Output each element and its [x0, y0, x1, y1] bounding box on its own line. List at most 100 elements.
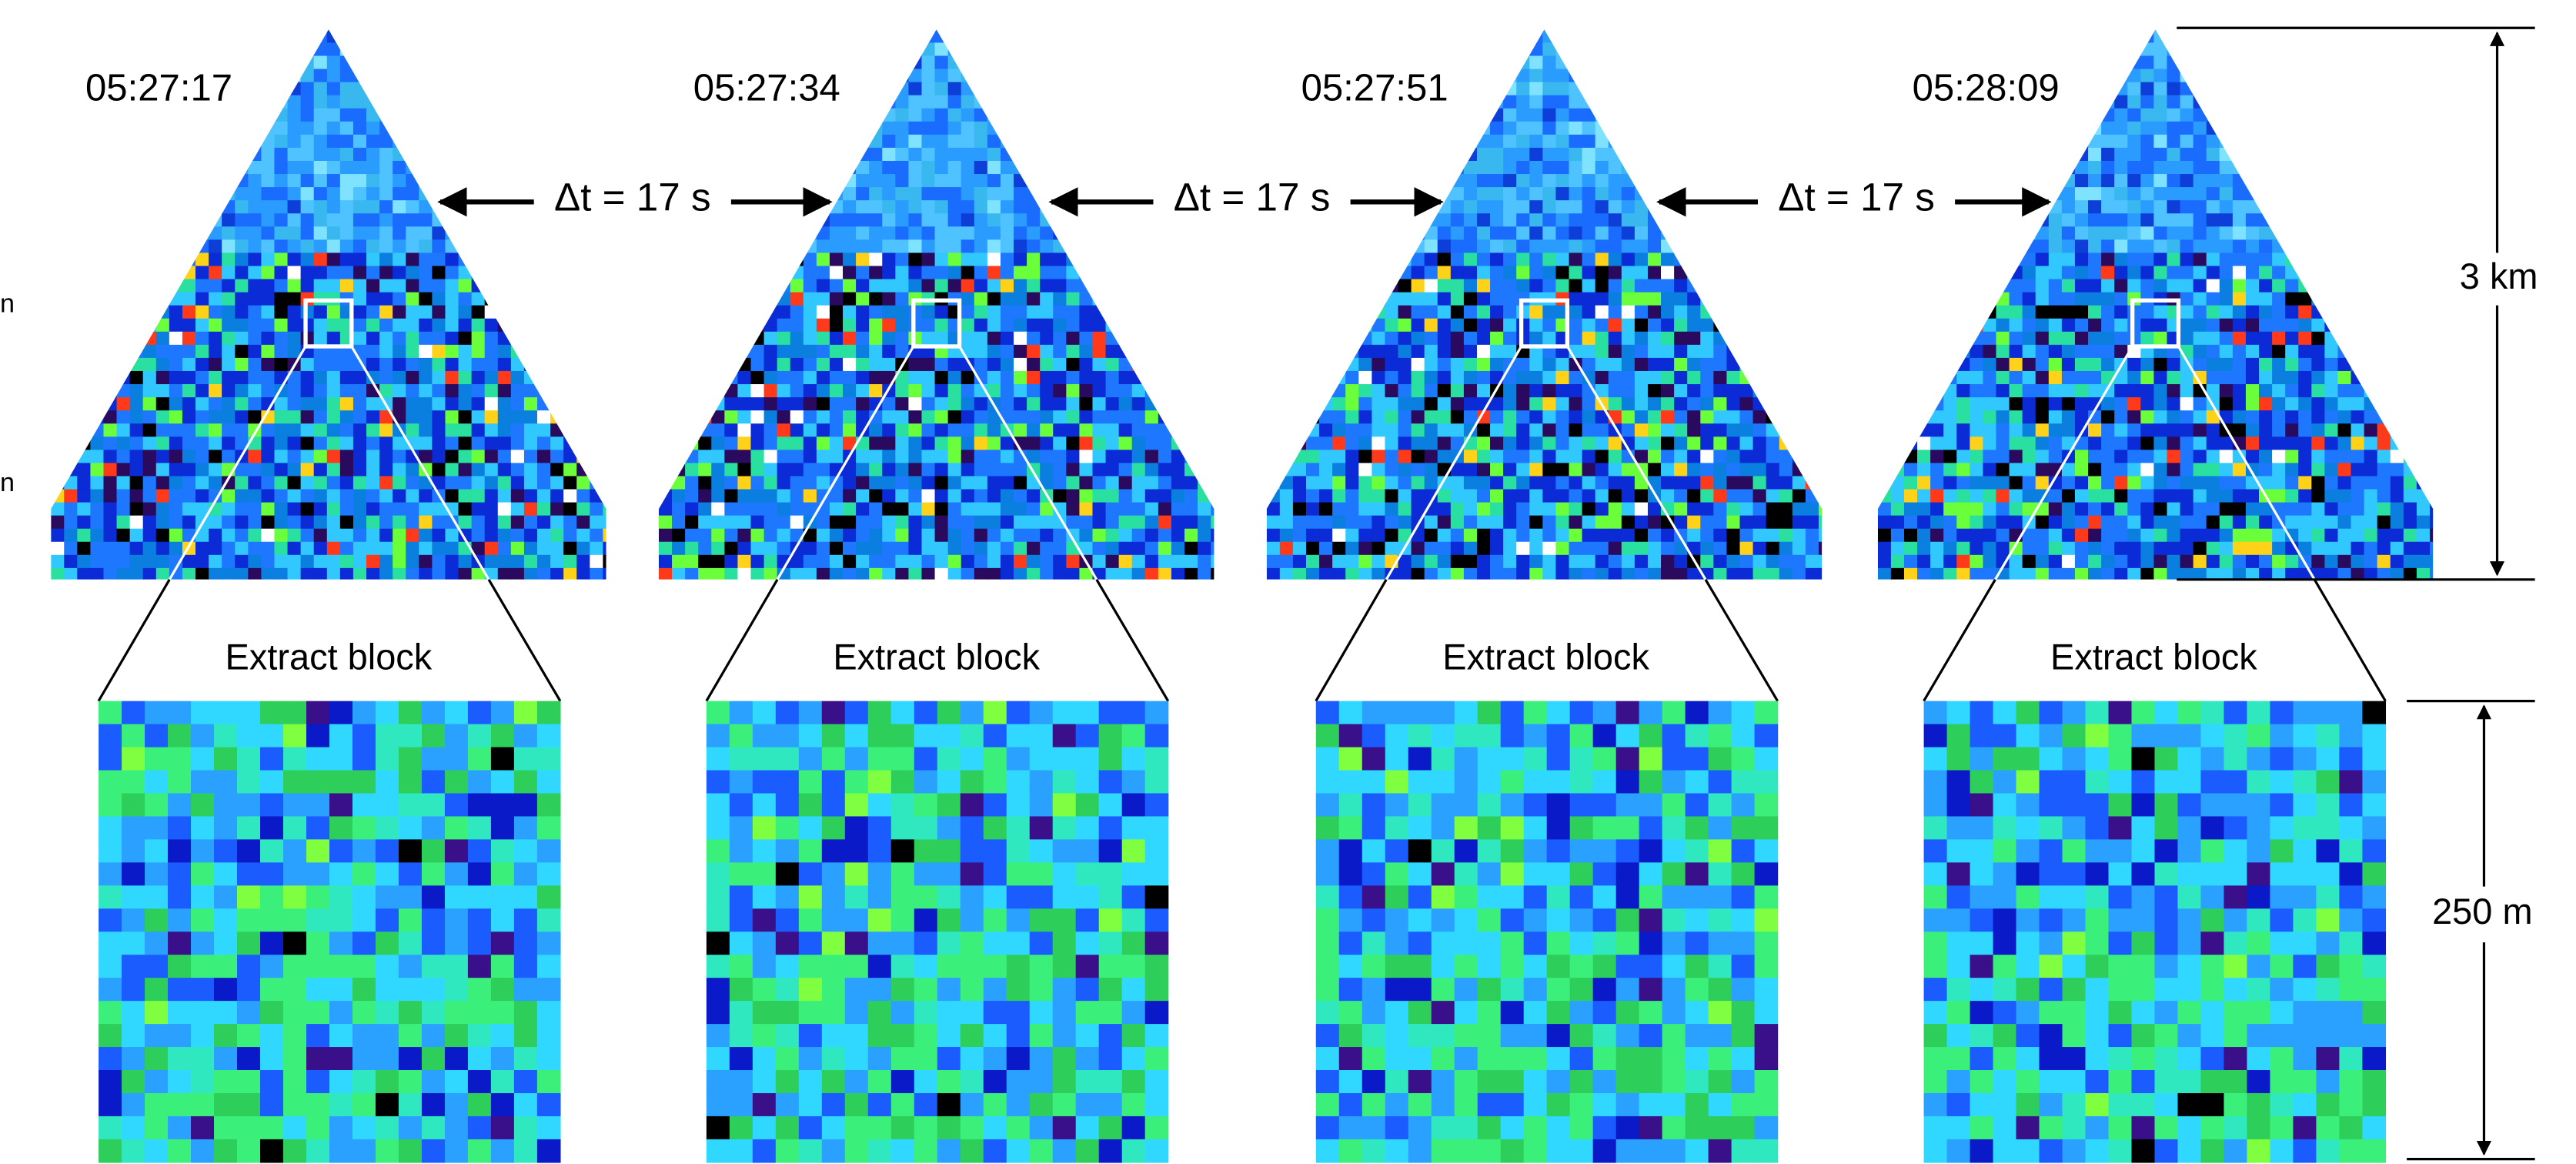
radar-pixel	[1503, 319, 1517, 333]
radar-pixel	[379, 516, 393, 530]
radar-pixel	[1582, 397, 1596, 411]
block-pixel	[984, 1001, 1007, 1025]
radar-pixel	[182, 319, 196, 333]
radar-pixel	[1779, 423, 1793, 437]
radar-pixel	[169, 542, 183, 556]
radar-pixel	[935, 450, 949, 463]
radar-pixel	[1319, 423, 1333, 437]
radar-pixel	[1595, 423, 1609, 437]
radar-pixel	[498, 450, 512, 463]
block-pixel	[1755, 1001, 1779, 1025]
block-pixel	[214, 932, 238, 955]
radar-pixel	[1753, 476, 1767, 490]
block-pixel	[776, 748, 800, 771]
radar-pixel	[1171, 516, 1185, 530]
block-pixel	[1639, 1047, 1663, 1071]
block-pixel	[1686, 839, 1709, 863]
radar-pixel	[737, 555, 751, 569]
radar-pixel	[353, 436, 367, 450]
radar-pixel	[1582, 332, 1596, 346]
radar-pixel	[1622, 213, 1635, 227]
block-pixel	[191, 1093, 215, 1117]
radar-pixel	[869, 213, 883, 227]
radar-pixel	[2167, 56, 2180, 70]
radar-pixel	[1609, 463, 1622, 477]
block-pixel	[99, 816, 122, 840]
block-pixel	[1732, 701, 1756, 725]
radar-pixel	[2075, 345, 2089, 359]
block-pixel	[1639, 1024, 1663, 1048]
radar-pixel	[1555, 42, 1569, 56]
block-pixel	[776, 1024, 800, 1048]
radar-pixel	[2023, 239, 2036, 253]
radar-pixel	[511, 345, 525, 359]
radar-pixel	[1293, 555, 1307, 569]
block-pixel	[352, 1001, 376, 1025]
block-pixel	[468, 862, 492, 886]
radar-pixel	[103, 490, 117, 503]
radar-pixel	[2101, 293, 2115, 306]
block-pixel	[376, 862, 399, 886]
block-pixel	[237, 839, 261, 863]
radar-pixel	[1609, 200, 1622, 214]
radar-pixel	[1713, 450, 1727, 463]
radar-pixel	[974, 490, 988, 503]
radar-pixel	[2233, 293, 2247, 306]
block-pixel	[1732, 816, 1756, 840]
radar-pixel	[1477, 450, 1491, 463]
radar-pixel	[1398, 476, 1412, 490]
radar-pixel	[419, 332, 433, 346]
radar-pixel	[1582, 200, 1596, 214]
radar-pixel	[1066, 319, 1080, 333]
radar-pixel	[1477, 568, 1491, 582]
radar-pixel	[288, 332, 302, 346]
radar-pixel	[445, 371, 459, 385]
radar-pixel	[2101, 95, 2115, 109]
radar-pixel	[1622, 490, 1635, 503]
radar-pixel	[1158, 542, 1172, 556]
block-pixel	[422, 862, 446, 886]
block-pixel	[1053, 885, 1077, 909]
radar-pixel	[1477, 135, 1491, 149]
block-pixel	[1524, 816, 1548, 840]
radar-pixel	[366, 293, 380, 306]
block-pixel	[914, 771, 938, 794]
radar-pixel	[948, 42, 962, 56]
radar-pixel	[1542, 358, 1556, 372]
block-pixel	[260, 1139, 284, 1163]
block-pixel	[399, 839, 423, 863]
radar-pixel	[274, 253, 288, 266]
block-pixel	[1501, 1093, 1525, 1117]
block-pixel	[1455, 793, 1478, 817]
radar-pixel	[274, 542, 288, 556]
radar-pixel	[2153, 82, 2167, 96]
radar-pixel	[1635, 436, 1649, 450]
radar-pixel	[882, 516, 896, 530]
radar-pixel	[2101, 213, 2115, 227]
block-pixel	[1524, 1139, 1548, 1163]
radar-pixel	[1345, 397, 1359, 411]
radar-pixel	[948, 95, 962, 109]
radar-pixel	[1648, 371, 1662, 385]
radar-pixel	[103, 397, 117, 411]
radar-pixel	[459, 319, 473, 333]
block-pixel	[1316, 793, 1340, 817]
radar-pixel	[1700, 371, 1714, 385]
block-pixel	[1122, 748, 1146, 771]
block-pixel	[352, 1070, 376, 1094]
radar-pixel	[156, 345, 170, 359]
radar-pixel	[537, 371, 551, 385]
radar-pixel	[1398, 423, 1412, 437]
block-pixel	[845, 724, 869, 748]
radar-pixel	[1451, 239, 1465, 253]
radar-pixel	[485, 476, 499, 490]
radar-pixel	[288, 56, 302, 70]
radar-pixel	[1014, 503, 1027, 517]
block-pixel	[845, 862, 869, 886]
radar-pixel	[948, 239, 962, 253]
block-pixel	[99, 793, 122, 817]
radar-pixel	[209, 253, 222, 266]
radar-pixel	[921, 213, 935, 227]
radar-pixel	[406, 148, 419, 162]
block-pixel	[537, 955, 561, 978]
